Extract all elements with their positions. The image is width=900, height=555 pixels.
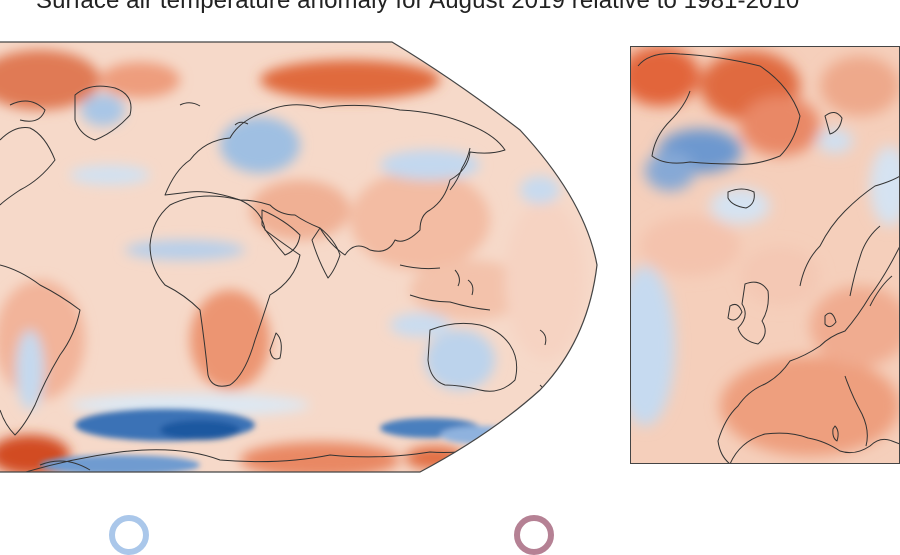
antarctic-cool-band (40, 409, 520, 472)
global-anomaly-field (0, 50, 585, 472)
global-anomaly-map (0, 41, 598, 473)
figure-title: Surface air temperature anomaly for Augu… (36, 0, 800, 14)
europe-anomaly-field (630, 46, 900, 456)
global-map-outline (0, 41, 598, 473)
global-coastlines (0, 85, 547, 472)
europe-anomaly-map (630, 46, 900, 464)
warm-anomaly-icon (514, 515, 554, 555)
cool-anomaly-icon (109, 515, 149, 555)
europe-coastlines (637, 53, 900, 464)
